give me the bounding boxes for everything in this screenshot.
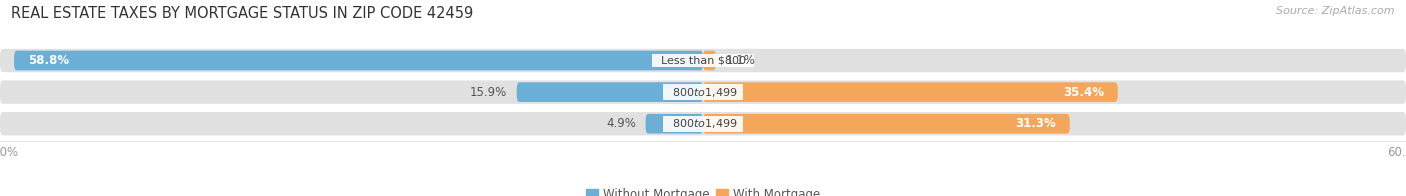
Text: 1.1%: 1.1%	[725, 54, 755, 67]
FancyBboxPatch shape	[14, 51, 703, 70]
Text: 15.9%: 15.9%	[470, 86, 508, 99]
Legend: Without Mortgage, With Mortgage: Without Mortgage, With Mortgage	[581, 183, 825, 196]
Text: $800 to $1,499: $800 to $1,499	[665, 117, 741, 130]
Text: 4.9%: 4.9%	[606, 117, 637, 130]
Text: $800 to $1,499: $800 to $1,499	[665, 86, 741, 99]
FancyBboxPatch shape	[645, 114, 703, 133]
FancyBboxPatch shape	[517, 82, 703, 102]
FancyBboxPatch shape	[0, 80, 1406, 104]
FancyBboxPatch shape	[0, 112, 1406, 135]
Text: 58.8%: 58.8%	[28, 54, 69, 67]
Text: 31.3%: 31.3%	[1015, 117, 1056, 130]
Text: REAL ESTATE TAXES BY MORTGAGE STATUS IN ZIP CODE 42459: REAL ESTATE TAXES BY MORTGAGE STATUS IN …	[11, 6, 474, 21]
Text: 35.4%: 35.4%	[1063, 86, 1104, 99]
FancyBboxPatch shape	[703, 114, 1070, 133]
Text: Less than $800: Less than $800	[654, 55, 752, 65]
FancyBboxPatch shape	[0, 49, 1406, 72]
FancyBboxPatch shape	[703, 82, 1118, 102]
FancyBboxPatch shape	[703, 51, 716, 70]
Text: Source: ZipAtlas.com: Source: ZipAtlas.com	[1277, 6, 1395, 16]
